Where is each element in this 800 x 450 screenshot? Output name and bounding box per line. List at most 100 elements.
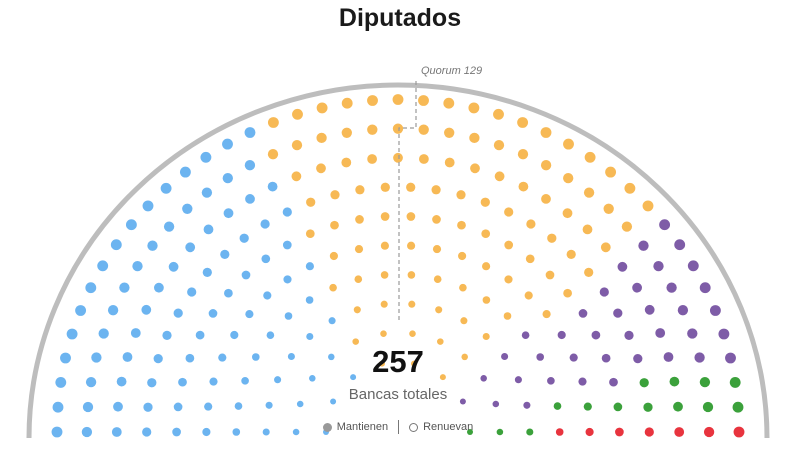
seat-dot [725,352,736,364]
seat-dot [245,310,254,319]
seat-dot [107,305,119,316]
seat-dot [540,160,552,171]
seat-dot [245,194,255,204]
seat-dot [526,219,536,229]
seat-dot [153,353,163,364]
seat-dot [536,353,545,361]
seat-dot [223,208,234,219]
seat-dot [380,271,389,279]
seat-dot [132,260,143,272]
seat-dot [406,212,416,221]
seat-dot [461,353,468,361]
seat-dot [329,251,338,261]
seat-dot [578,309,588,318]
legend-separator [398,420,400,434]
seat-dot [81,426,93,438]
seat-dot [493,139,505,151]
seat-dot [584,267,594,278]
seat-dot [282,207,292,217]
legend-label-renuevan: Renuevan [423,421,474,433]
seat-dot [218,353,227,362]
legend-item-mantienen: Mantienen [322,421,389,433]
hemicycle-outline [26,82,770,439]
seat-dot [113,401,123,412]
seat-dot [584,151,596,163]
seat-dot [694,352,705,363]
legend-label-mantienen: Mantienen [336,421,389,433]
seat-dot [230,330,239,340]
seat-dot [222,172,233,184]
seat-dot [208,309,218,318]
seat-dot [330,190,340,200]
seat-dot [187,287,197,297]
seat-dot [143,402,153,412]
seat-dot [501,352,509,361]
seat-dot [591,330,601,340]
seat-dot [111,427,122,437]
seat-dot [241,376,249,385]
seat-dot [585,427,594,437]
seat-dot [380,300,388,308]
seat-dot [603,203,614,214]
seat-dot [329,283,337,292]
seat-dot [599,287,609,297]
seat-dot [624,330,634,341]
seat-dot [687,328,698,339]
seat-dot [292,428,300,436]
seat-dot [514,376,522,384]
seat-dot [563,172,574,184]
seat-dot [178,377,187,387]
seat-dot [296,400,304,408]
seat-dot [355,215,364,224]
total-seats-label: Bancas totales [348,386,448,403]
seat-dot [624,182,636,194]
seat-dot [265,401,273,409]
seat-dot [547,376,555,385]
seat-dot [309,375,316,382]
seat-dot [457,220,466,230]
seat-dot [503,312,512,320]
seat-dot [267,149,279,160]
seat-dot [504,240,514,250]
seat-dot [244,127,256,138]
seat-dot [562,208,573,219]
seat-dot [267,181,278,192]
seat-dot [547,233,557,243]
seat-dot [130,328,141,338]
seat-dot [444,157,455,168]
seat-dot [154,282,164,293]
seat-dot [523,401,531,409]
seat-dot [673,401,683,412]
seat-dot [263,291,272,300]
seat-dot [718,328,730,340]
seat-dot [284,312,293,320]
seat-dot [459,283,467,292]
seat-dot [162,330,172,341]
seat-dot [699,282,711,294]
seat-dot [251,353,260,361]
seat-dot [583,187,595,198]
seat-dot [203,224,214,235]
seat-dot [291,171,302,182]
seat-dot [644,427,654,437]
seat-dot [525,254,535,264]
seat-dot [204,402,213,411]
seat-dot [638,240,649,251]
seat-dot [142,200,154,212]
seat-dot [122,352,133,362]
seat-dot [224,288,233,298]
seat-dot [380,182,390,192]
seat-dot [601,353,611,363]
seat-dot [639,378,649,388]
seat-dot [633,353,643,364]
seat-dot [262,428,270,436]
seat-dot [222,138,233,150]
seat-dot [209,377,218,386]
seat-dot [195,330,205,340]
seat-dot [82,401,94,413]
seat-dot [496,428,504,436]
seat-dot [55,376,67,388]
seat-dot [274,376,282,384]
seat-dot [266,331,275,340]
seat-dot [379,360,385,367]
